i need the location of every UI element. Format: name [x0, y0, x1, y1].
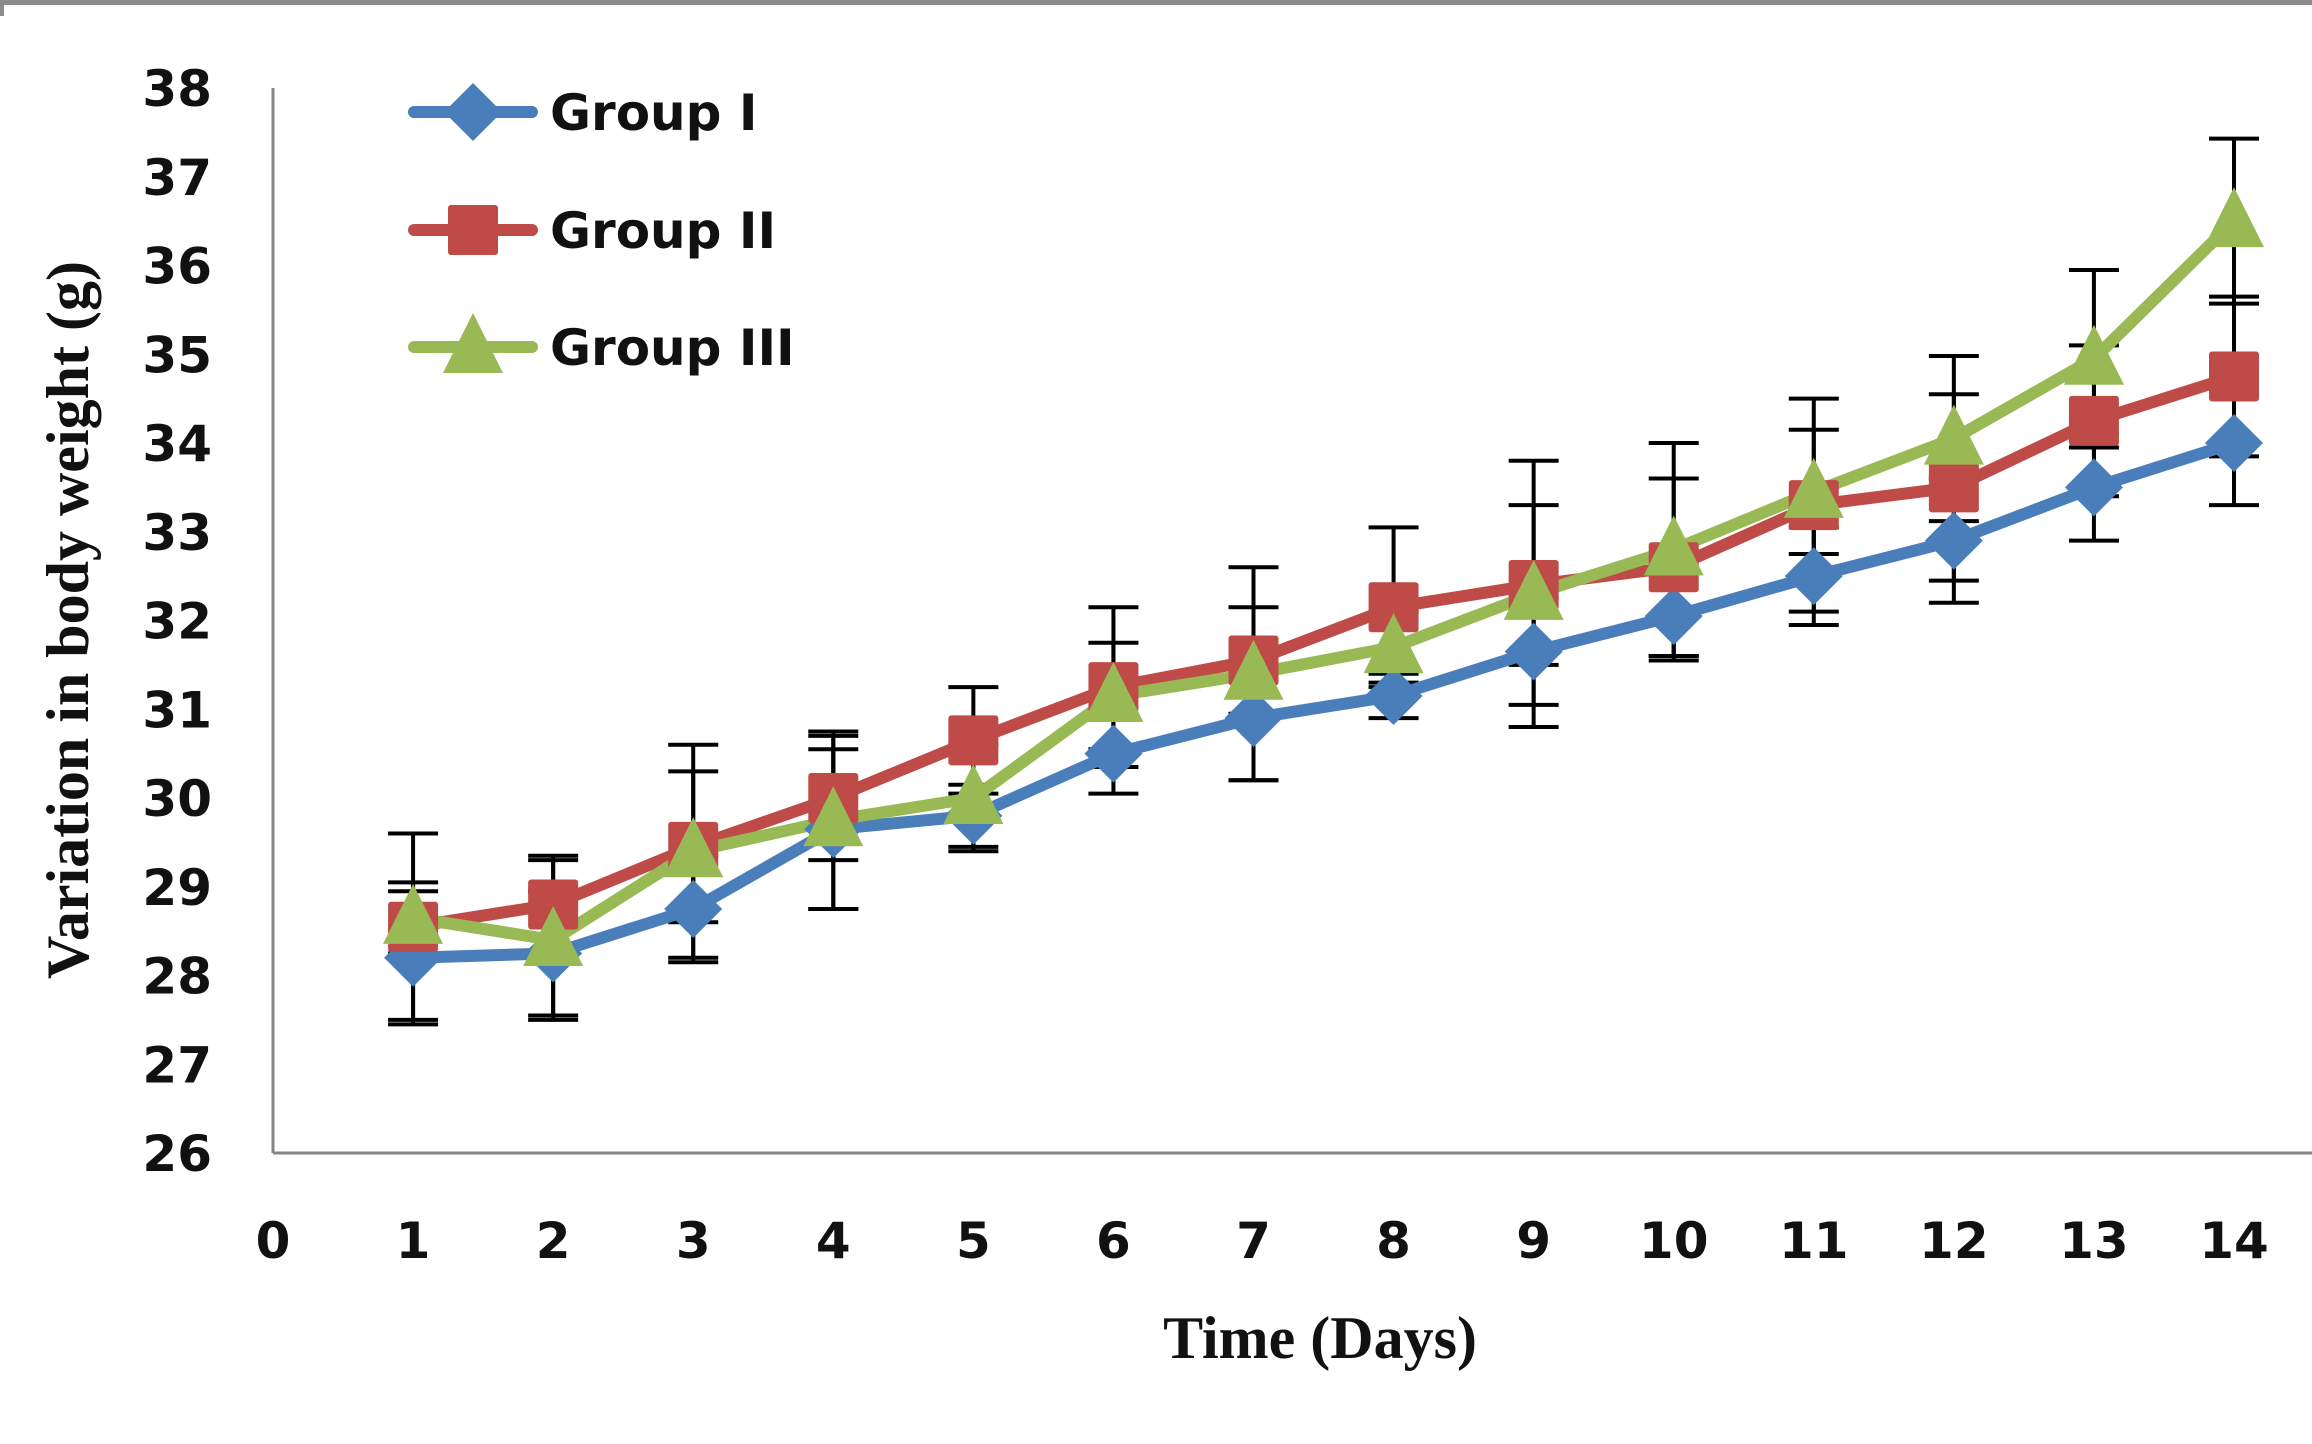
data-point-triangle	[943, 764, 1004, 824]
axes	[271, 88, 2312, 1155]
x-tick-label: 11	[1779, 1212, 1849, 1270]
y-tick-label: 37	[142, 149, 212, 207]
data-point-triangle	[663, 817, 724, 878]
y-tick-label: 27	[142, 1036, 212, 1094]
x-tick-labels: 0 1 2 3 4 5 6 7 8 9 10 11 12 13 14	[256, 1212, 2269, 1270]
y-tick-label: 31	[142, 681, 212, 739]
data-point-triangle	[1223, 639, 1284, 700]
x-tick-label: 14	[2199, 1212, 2269, 1270]
x-tick-label: 4	[816, 1212, 851, 1270]
legend: Group I Group II Group III	[408, 83, 795, 377]
series-line-1	[407, 437, 2240, 964]
x-tick-label: 0	[256, 1212, 291, 1270]
x-tick-label: 3	[676, 1212, 711, 1270]
data-point-triangle	[2063, 324, 2124, 385]
y-tick-labels: 26 27 28 29 30 31 32 33 34 35 36 37 38	[142, 60, 212, 1183]
data-point-triangle	[803, 786, 864, 847]
data-point-diamond	[2064, 458, 2123, 517]
data-point-diamond	[1644, 587, 1703, 646]
data-point-diamond	[1924, 511, 1983, 570]
data-point-triangle	[523, 906, 584, 966]
x-tick-label: 10	[1639, 1212, 1709, 1270]
data-point-square	[1928, 462, 1979, 513]
data-point-diamond	[2205, 414, 2263, 472]
x-tick-label: 7	[1236, 1212, 1271, 1270]
x-tick-label: 8	[1376, 1212, 1411, 1270]
data-point-triangle	[2204, 187, 2264, 248]
data-point-square	[948, 715, 999, 766]
y-tick-label: 34	[142, 415, 212, 473]
top-border	[0, 0, 2312, 5]
legend-label: Group II	[550, 202, 776, 260]
x-tick-label: 9	[1516, 1212, 1551, 1270]
data-point-square	[1368, 582, 1419, 633]
data-point-triangle	[1783, 457, 1844, 518]
x-axis-title: Time (Days)	[1163, 1305, 1477, 1371]
y-axis-title: Variation in body weight (g)	[35, 261, 101, 979]
legend-item: Group I	[408, 83, 757, 142]
legend-marker-square-icon	[448, 205, 498, 255]
series-markers	[383, 187, 2264, 987]
legend-marker-diamond-icon	[444, 83, 502, 141]
data-point-triangle	[1363, 613, 1424, 674]
x-tick-label: 2	[536, 1212, 571, 1270]
data-point-triangle	[1083, 661, 1144, 722]
top-border-tick	[0, 0, 4, 16]
y-tick-label: 29	[142, 859, 212, 917]
data-point-triangle	[1503, 559, 1564, 620]
y-tick-label: 32	[142, 593, 212, 651]
x-tick-label: 1	[396, 1212, 431, 1270]
y-tick-label: 36	[142, 238, 212, 296]
legend-label: Group III	[550, 319, 795, 377]
data-point-diamond	[664, 879, 723, 938]
data-point-triangle	[1643, 515, 1704, 576]
legend-label: Group I	[550, 84, 757, 142]
y-tick-label: 38	[142, 60, 212, 118]
y-tick-label: 35	[142, 326, 212, 384]
legend-item: Group III	[408, 313, 795, 377]
data-point-square	[2209, 351, 2259, 402]
x-tick-label: 12	[1919, 1212, 1989, 1270]
data-point-triangle	[1923, 404, 1984, 465]
data-point-square	[2068, 395, 2119, 446]
y-tick-label: 33	[142, 504, 212, 562]
error-bars	[388, 136, 2259, 1027]
legend-item: Group II	[408, 202, 776, 260]
y-tick-label: 26	[142, 1125, 212, 1183]
data-point-diamond	[1364, 666, 1423, 725]
data-point-square	[528, 879, 579, 930]
data-point-diamond	[1224, 689, 1283, 748]
data-point-diamond	[1084, 724, 1143, 783]
data-point-triangle	[383, 883, 444, 944]
x-tick-label: 6	[1096, 1212, 1131, 1270]
legend-marker-triangle-icon	[443, 313, 503, 373]
x-tick-label: 5	[956, 1212, 991, 1270]
y-tick-label: 30	[142, 770, 212, 828]
data-point-diamond	[1504, 622, 1563, 681]
x-tick-label: 13	[2059, 1212, 2129, 1270]
data-point-diamond	[1784, 547, 1843, 606]
y-tick-label: 28	[142, 948, 212, 1006]
